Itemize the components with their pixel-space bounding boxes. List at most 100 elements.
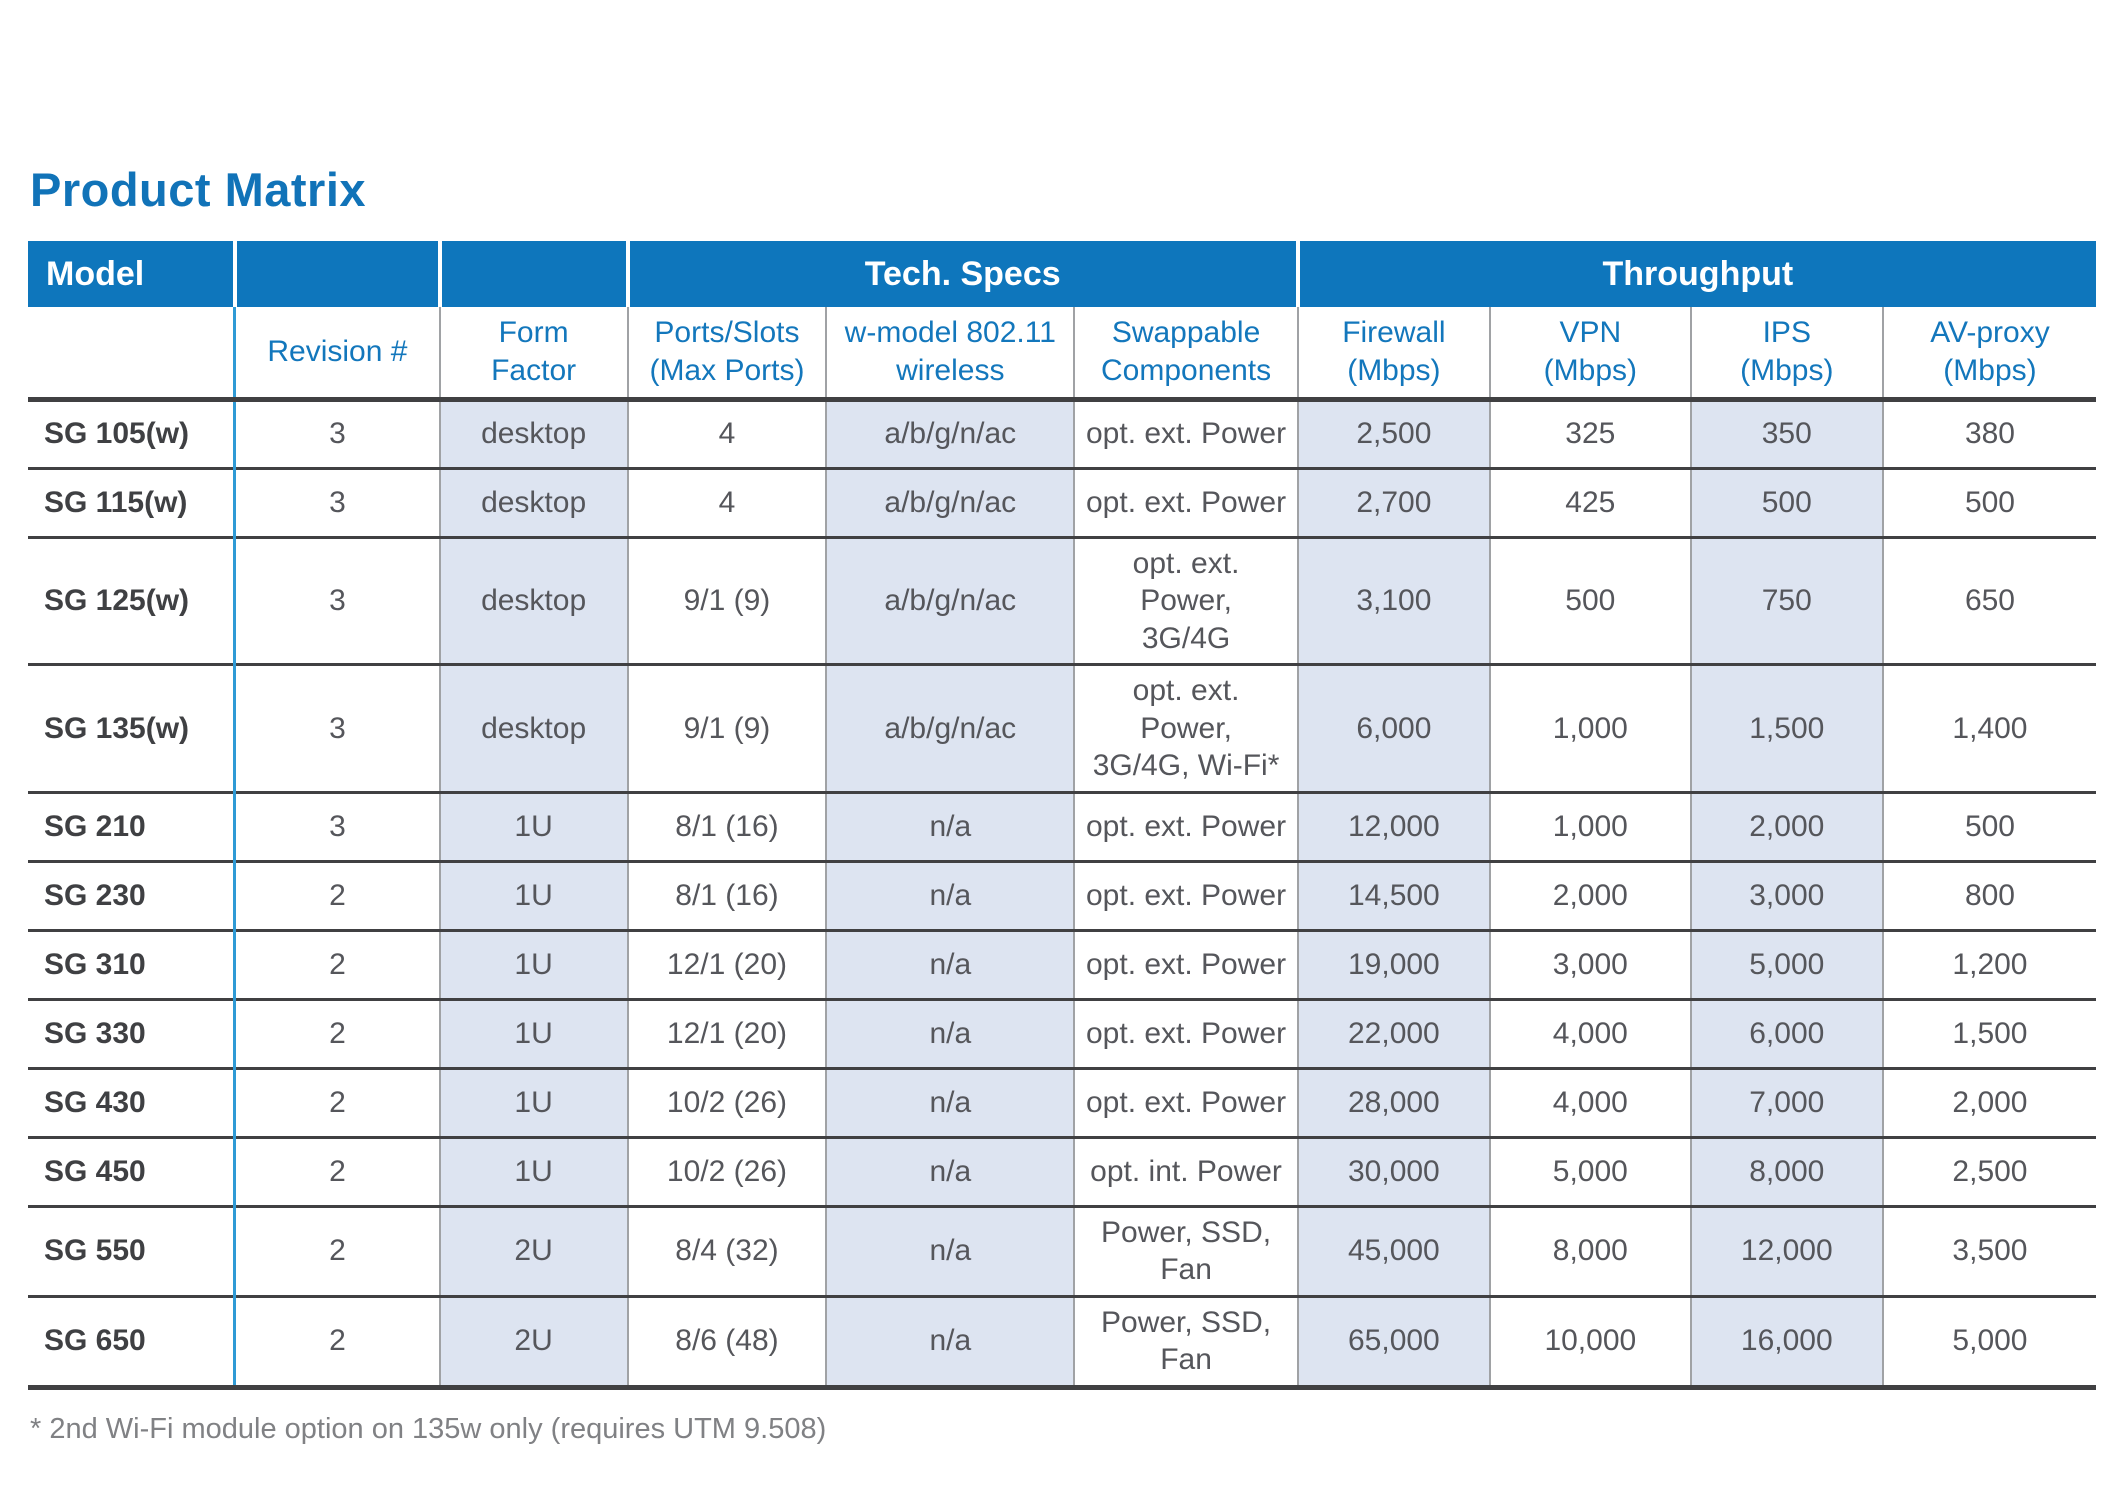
cell-vpn: 8,000: [1489, 1204, 1691, 1296]
cell-av_proxy: 2,500: [1881, 1135, 2096, 1206]
cell-vpn: 4,000: [1489, 997, 1691, 1068]
cell-swappable: opt. int. Power: [1073, 1135, 1298, 1206]
cell-model: SG 310: [28, 928, 235, 999]
table-row: SG 210 3 1U 8/1 (16) n/a opt. ext. Power 12,00…: [28, 790, 2096, 861]
cell-firewall: 2,700: [1296, 466, 1491, 537]
column-header-model-blank: [28, 307, 235, 402]
table-row: SG 550 2 2U 8/4 (32) n/a Power, SSD, Fan 45,00…: [28, 1204, 2096, 1296]
table-row: SG 330 2 1U 12/1 (20) n/a opt. ext. Power 22,0…: [28, 997, 2096, 1068]
cell-wireless: n/a: [825, 1066, 1075, 1137]
column-header-ips: IPS (Mbps): [1689, 307, 1883, 402]
cell-revision: 2: [233, 1135, 440, 1206]
column-header-av-proxy: AV-proxy (Mbps): [1881, 307, 2096, 402]
cell-firewall: 12,000: [1296, 790, 1491, 861]
cell-vpn: 425: [1489, 466, 1691, 537]
cell-ports_slots: 9/1 (9): [626, 663, 827, 792]
cell-model: SG 330: [28, 997, 235, 1068]
cell-model: SG 430: [28, 1066, 235, 1137]
cell-swappable: opt. ext. Power: [1073, 399, 1298, 468]
cell-ports_slots: 8/1 (16): [626, 859, 827, 930]
cell-vpn: 2,000: [1489, 859, 1691, 930]
cell-av_proxy: 800: [1881, 859, 2096, 930]
table-row: SG 310 2 1U 12/1 (20) n/a opt. ext. Power 19,0…: [28, 928, 2096, 999]
table-row: SG 125(w) 3 desktop 9/1 (9) a/b/g/n/ac opt. e…: [28, 535, 2096, 665]
cell-wireless: n/a: [825, 859, 1075, 930]
group-header-tech-specs: Tech. Specs: [625, 241, 1298, 307]
cell-av_proxy: 3,500: [1881, 1204, 2096, 1296]
cell-revision: 2: [233, 997, 440, 1068]
cell-av_proxy: 5,000: [1881, 1294, 2096, 1390]
table-row: SG 105(w) 3 desktop 4 a/b/g/n/ac opt. ext. Po…: [28, 399, 2096, 468]
cell-wireless: n/a: [825, 790, 1075, 861]
cell-wireless: n/a: [825, 1294, 1075, 1390]
cell-revision: 3: [233, 790, 440, 861]
cell-revision: 3: [233, 466, 440, 537]
cell-model: SG 105(w): [28, 399, 235, 468]
cell-revision: 3: [233, 535, 440, 665]
cell-revision: 3: [233, 399, 440, 468]
cell-ports_slots: 8/4 (32): [626, 1204, 827, 1296]
cell-ports_slots: 12/1 (20): [626, 928, 827, 999]
column-header-firewall: Firewall (Mbps): [1296, 307, 1491, 402]
cell-model: SG 210: [28, 790, 235, 861]
cell-model: SG 450: [28, 1135, 235, 1206]
cell-ports_slots: 8/6 (48): [626, 1294, 827, 1390]
cell-firewall: 2,500: [1296, 399, 1491, 468]
cell-wireless: a/b/g/n/ac: [825, 663, 1075, 792]
cell-swappable: Power, SSD, Fan: [1073, 1294, 1298, 1390]
table-row: SG 450 2 1U 10/2 (26) n/a opt. int. Power 30,0…: [28, 1135, 2096, 1206]
cell-vpn: 4,000: [1489, 1066, 1691, 1137]
cell-ips: 500: [1689, 466, 1883, 537]
cell-ips: 2,000: [1689, 790, 1883, 861]
cell-av_proxy: 1,400: [1881, 663, 2096, 792]
cell-ips: 3,000: [1689, 859, 1883, 930]
cell-av_proxy: 650: [1881, 535, 2096, 665]
cell-revision: 2: [233, 928, 440, 999]
cell-av_proxy: 500: [1881, 790, 2096, 861]
cell-vpn: 5,000: [1489, 1135, 1691, 1206]
table-row: SG 135(w) 3 desktop 9/1 (9) a/b/g/n/ac opt. e…: [28, 663, 2096, 792]
group-header-spacer: [232, 241, 440, 307]
cell-revision: 2: [233, 1294, 440, 1390]
cell-revision: 2: [233, 1066, 440, 1137]
column-header-swappable: Swappable Components: [1073, 307, 1298, 402]
cell-wireless: n/a: [825, 928, 1075, 999]
subheader-row: Revision # Form Factor Ports/Slots (Max …: [28, 307, 2096, 402]
cell-av_proxy: 2,000: [1881, 1066, 2096, 1137]
cell-ips: 16,000: [1689, 1294, 1883, 1390]
cell-firewall: 22,000: [1296, 997, 1491, 1068]
cell-swappable: opt. ext. Power: [1073, 1066, 1298, 1137]
cell-model: SG 650: [28, 1294, 235, 1390]
cell-ports_slots: 12/1 (20): [626, 997, 827, 1068]
cell-swappable: opt. ext. Power: [1073, 790, 1298, 861]
column-header-revision: Revision #: [233, 307, 440, 402]
cell-firewall: 28,000: [1296, 1066, 1491, 1137]
group-header-spacer: [437, 241, 628, 307]
cell-ips: 5,000: [1689, 928, 1883, 999]
cell-firewall: 3,100: [1296, 535, 1491, 665]
cell-ips: 1,500: [1689, 663, 1883, 792]
cell-av_proxy: 380: [1881, 399, 2096, 468]
cell-firewall: 19,000: [1296, 928, 1491, 999]
cell-swappable: opt. ext. Power: [1073, 928, 1298, 999]
footnote: * 2nd Wi-Fi module option on 135w only (…: [30, 1412, 827, 1445]
cell-ips: 750: [1689, 535, 1883, 665]
cell-model: SG 115(w): [28, 466, 235, 537]
cell-wireless: a/b/g/n/ac: [825, 399, 1075, 468]
cell-form_factor: 1U: [438, 790, 628, 861]
cell-form_factor: 2U: [438, 1294, 628, 1390]
cell-firewall: 14,500: [1296, 859, 1491, 930]
cell-ips: 350: [1689, 399, 1883, 468]
column-header-ports-slots: Ports/Slots (Max Ports): [626, 307, 827, 402]
cell-firewall: 30,000: [1296, 1135, 1491, 1206]
cell-av_proxy: 1,200: [1881, 928, 2096, 999]
cell-wireless: a/b/g/n/ac: [825, 466, 1075, 537]
cell-ports_slots: 9/1 (9): [626, 535, 827, 665]
cell-form_factor: desktop: [438, 663, 628, 792]
cell-form_factor: 1U: [438, 859, 628, 930]
cell-form_factor: desktop: [438, 399, 628, 468]
cell-firewall: 45,000: [1296, 1204, 1491, 1296]
cell-form_factor: 2U: [438, 1204, 628, 1296]
cell-ports_slots: 4: [626, 399, 827, 468]
table-row: SG 115(w) 3 desktop 4 a/b/g/n/ac opt. ext. Po…: [28, 466, 2096, 537]
